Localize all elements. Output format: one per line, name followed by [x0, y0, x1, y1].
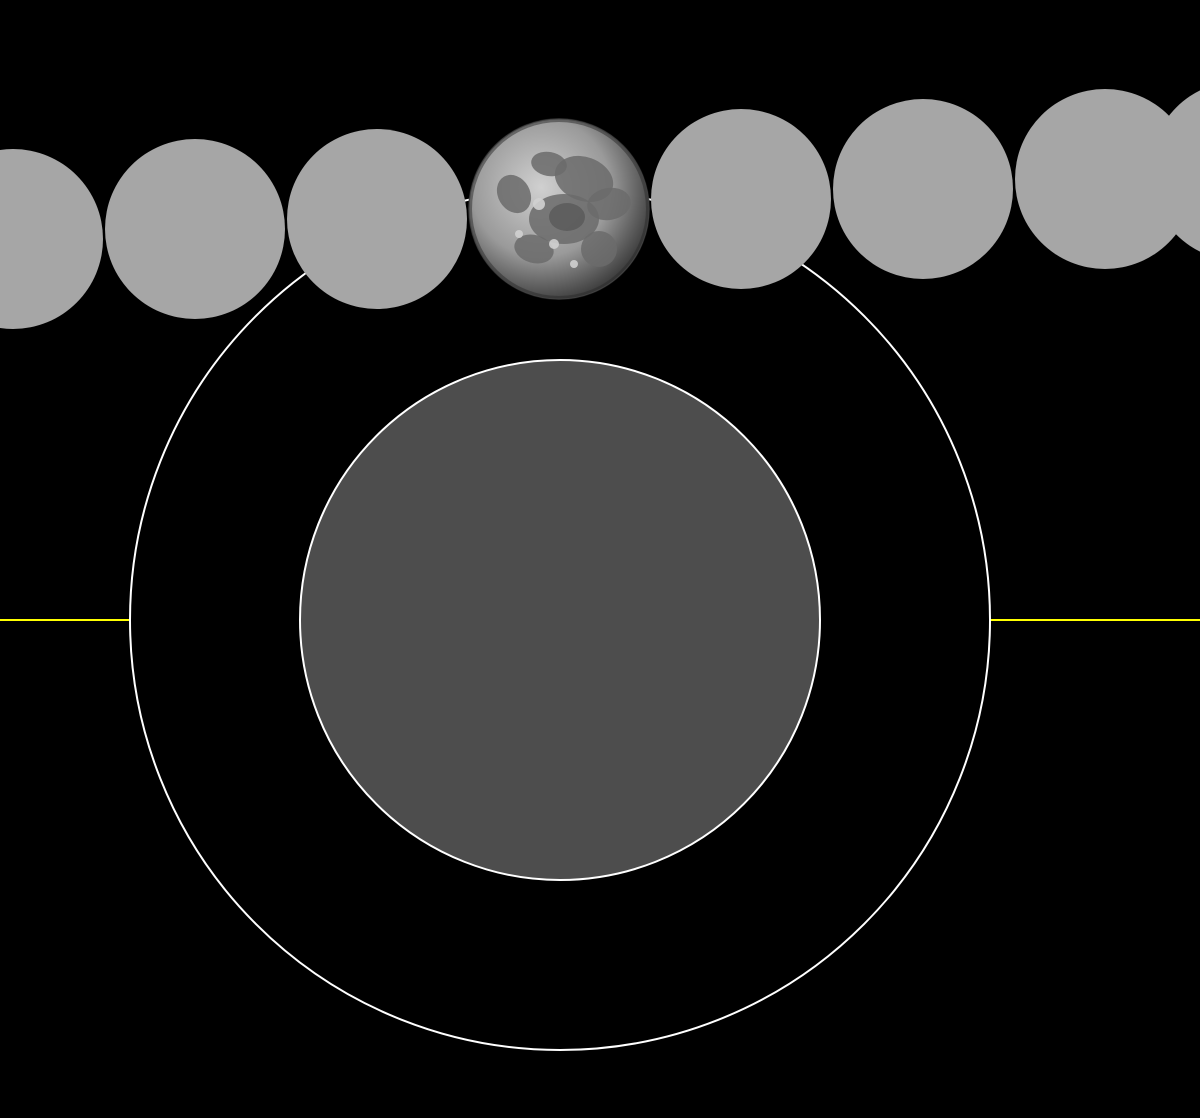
moon-hour-disc: [287, 129, 467, 309]
moon-hour-disc: [105, 139, 285, 319]
eclipse-diagram-stage: 2049 Nov 9 15:50:00 UT: [0, 0, 1200, 1118]
moon-mare-dark: [549, 203, 585, 231]
moon-hour-disc: [833, 99, 1013, 279]
umbra-circle: [300, 360, 820, 880]
moon-highlight: [549, 239, 559, 249]
moon-highlight: [570, 260, 578, 268]
moon-highlight: [515, 230, 523, 238]
moon-mare: [581, 231, 617, 267]
moon-highlight: [533, 198, 545, 210]
moon-center: [469, 119, 649, 299]
moon-hour-disc: [651, 109, 831, 289]
eclipse-svg: [0, 0, 1200, 1118]
